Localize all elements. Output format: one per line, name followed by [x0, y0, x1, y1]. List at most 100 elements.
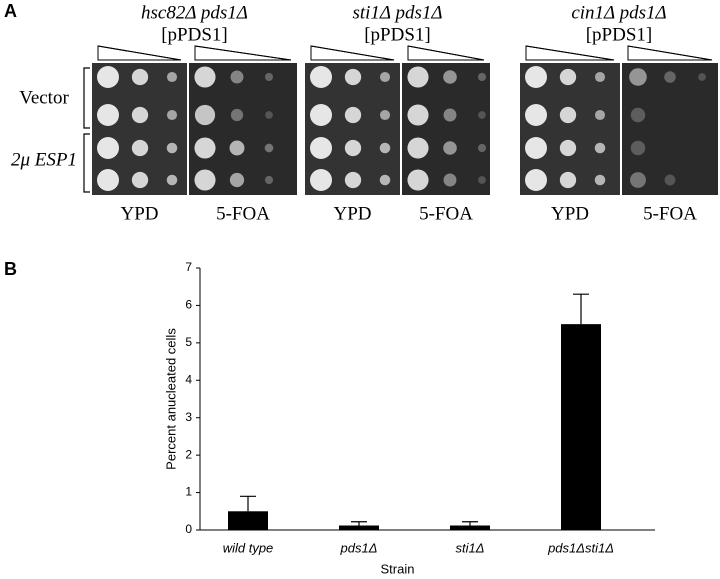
- colony-spot: [630, 172, 646, 188]
- colony-spot: [310, 104, 332, 126]
- colony-spot: [443, 141, 457, 155]
- row-label: 2μ ESP1: [11, 149, 77, 170]
- colony-spot: [630, 140, 646, 156]
- group-title: hsc82Δ pds1Δ: [141, 2, 248, 23]
- colony-spot: [525, 169, 547, 191]
- colony-spot: [477, 72, 487, 82]
- colony-spot: [194, 104, 216, 126]
- colony-spot: [230, 108, 244, 122]
- colony-spot: [264, 143, 274, 153]
- colony-spot: [594, 71, 606, 83]
- group-title: cin1Δ pds1Δ: [571, 2, 666, 23]
- colony-spot: [131, 106, 149, 124]
- colony-spot: [698, 73, 706, 81]
- colony-spot: [310, 137, 332, 159]
- colony-spot: [131, 68, 149, 86]
- plate-label: 5-FOA: [643, 203, 697, 224]
- colony-spot: [264, 72, 274, 82]
- bar: [339, 525, 379, 530]
- colony-spot: [407, 137, 429, 159]
- bar: [228, 511, 268, 530]
- y-tick-label: 0: [185, 522, 192, 536]
- bar: [561, 324, 601, 530]
- group-plasmid: [pPDS1]: [364, 24, 431, 45]
- colony-spot: [559, 106, 577, 124]
- dilution-wedge: [627, 45, 713, 61]
- colony-spot: [344, 106, 362, 124]
- x-axis-label: Strain: [381, 561, 415, 576]
- group-plasmid: [pPDS1]: [586, 24, 653, 45]
- colony-spot: [310, 169, 332, 191]
- colony-spot: [97, 66, 119, 88]
- colony-spot: [559, 68, 577, 86]
- error-bar: [351, 521, 367, 526]
- colony-spot: [229, 172, 245, 188]
- colony-spot: [664, 71, 676, 83]
- bar: [450, 525, 490, 530]
- x-tick-label: wild type: [223, 540, 274, 555]
- colony-spot: [407, 104, 429, 126]
- colony-spot: [664, 174, 676, 186]
- y-axis-label: Percent anucleated cells: [163, 328, 178, 470]
- plate-label: YPD: [120, 203, 158, 224]
- colony-spot: [478, 176, 486, 184]
- colony-spot: [194, 137, 216, 159]
- plate-label: YPD: [551, 203, 589, 224]
- dilution-wedge: [97, 45, 182, 61]
- colony-spot: [478, 111, 486, 119]
- colony-spot: [525, 137, 547, 159]
- plate-label: 5-FOA: [216, 203, 270, 224]
- colony-spot: [379, 109, 391, 121]
- colony-spot: [166, 109, 178, 121]
- colony-spot: [559, 171, 577, 189]
- colony-spot: [97, 104, 119, 126]
- colony-spot: [477, 143, 487, 153]
- dilution-wedge: [194, 45, 292, 61]
- colony-spot: [443, 108, 457, 122]
- y-tick-label: 7: [185, 260, 192, 274]
- y-tick-label: 2: [185, 447, 192, 461]
- error-bar: [240, 495, 256, 512]
- row-label: Vector: [19, 87, 69, 108]
- group-plasmid: [pPDS1]: [161, 24, 228, 45]
- x-tick-label: pds1Δsti1Δ: [547, 540, 614, 555]
- colony-spot: [131, 139, 149, 157]
- colony-spot: [525, 66, 547, 88]
- y-tick-label: 5: [185, 335, 192, 349]
- panel-label: A: [4, 1, 17, 21]
- plate-label: YPD: [333, 203, 371, 224]
- dilution-wedge: [407, 45, 485, 61]
- y-tick-label: 6: [185, 298, 192, 312]
- colony-spot: [97, 169, 119, 191]
- colony-spot: [407, 169, 429, 191]
- colony-spot: [166, 174, 178, 186]
- x-tick-label: sti1Δ: [456, 540, 485, 555]
- colony-spot: [344, 139, 362, 157]
- row-bracket: [83, 67, 90, 129]
- colony-spot: [194, 66, 216, 88]
- colony-spot: [229, 140, 245, 156]
- colony-spot: [379, 142, 391, 154]
- dilution-wedge: [525, 45, 615, 61]
- colony-spot: [594, 174, 606, 186]
- row-bracket: [83, 133, 90, 193]
- colony-spot: [264, 175, 274, 185]
- colony-spot: [97, 137, 119, 159]
- colony-spot: [443, 173, 457, 187]
- error-bar: [462, 521, 478, 526]
- colony-spot: [131, 171, 149, 189]
- colony-spot: [379, 71, 391, 83]
- colony-spot: [265, 111, 273, 119]
- colony-spot: [310, 66, 332, 88]
- colony-spot: [559, 139, 577, 157]
- y-tick-label: 1: [185, 485, 192, 499]
- colony-spot: [194, 169, 216, 191]
- colony-spot: [594, 142, 606, 154]
- y-tick-label: 4: [185, 372, 192, 386]
- colony-spot: [344, 171, 362, 189]
- colony-spot: [344, 68, 362, 86]
- colony-spot: [594, 109, 606, 121]
- colony-spot: [379, 174, 391, 186]
- colony-spot: [443, 70, 457, 84]
